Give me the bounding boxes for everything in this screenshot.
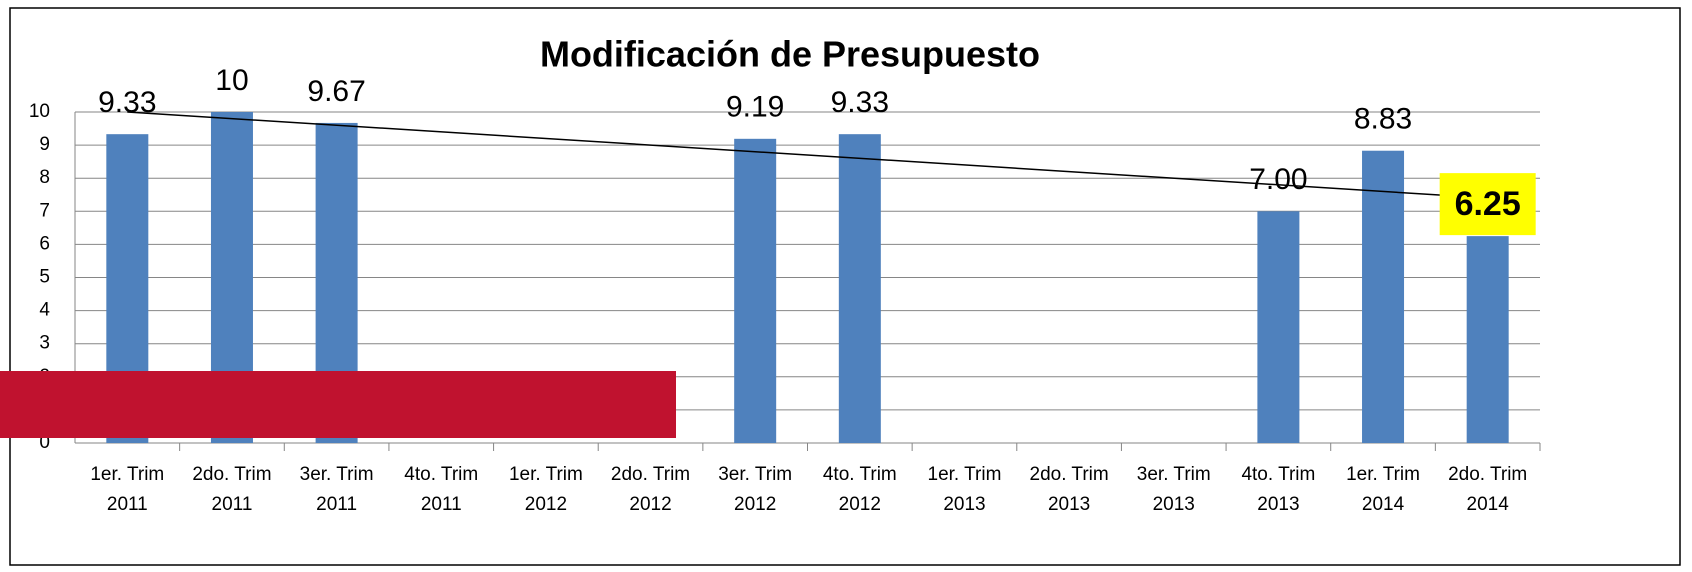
- x-tick-label: 2012: [734, 494, 776, 515]
- trendline: [127, 111, 1488, 199]
- y-tick-label: 6: [39, 233, 50, 254]
- value-label: 9.33: [98, 86, 156, 119]
- x-tick-label: 2011: [421, 494, 462, 515]
- overlay-block: [0, 371, 676, 438]
- x-tick-label: 2do. Trim: [1030, 464, 1109, 485]
- bar: [1466, 236, 1509, 443]
- x-tick-label: 2013: [943, 494, 985, 515]
- x-tick-label: 2014: [1467, 494, 1510, 515]
- bar: [734, 138, 777, 443]
- x-tick-label: 2013: [1153, 494, 1195, 515]
- x-tick-label: 2013: [1257, 494, 1299, 515]
- x-tick-label: 4to. Trim: [1241, 464, 1315, 485]
- y-tick-label: 7: [39, 200, 50, 221]
- x-tick-label: 1er. Trim: [1346, 464, 1420, 485]
- x-tick-label: 2014: [1362, 494, 1405, 515]
- value-label: 8.83: [1354, 103, 1412, 136]
- x-tick-label: 2012: [629, 494, 671, 515]
- highlight-box: [1439, 173, 1536, 236]
- x-tick-label: 2011: [212, 494, 253, 515]
- x-tick-label: 2013: [1048, 494, 1090, 515]
- x-tick-label: 2do. Trim: [192, 464, 271, 485]
- y-tick-label: 0: [39, 432, 50, 453]
- x-tick-label: 3er. Trim: [718, 464, 792, 485]
- x-tick-label: 2011: [107, 494, 148, 515]
- x-tick-label: 1er. Trim: [509, 464, 583, 485]
- x-tick-label: 4to. Trim: [404, 464, 478, 485]
- y-tick-label: 3: [39, 333, 50, 354]
- y-tick-label: 8: [39, 167, 50, 188]
- chart-title: Modificación de Presupuesto: [540, 34, 1040, 75]
- value-label: 10: [215, 64, 248, 97]
- bar: [838, 134, 881, 443]
- value-label: 9.19: [726, 91, 784, 124]
- x-tick-label: 2011: [316, 494, 357, 515]
- value-label: 9.33: [831, 86, 889, 119]
- x-tick-label: 2012: [839, 494, 881, 515]
- y-tick-label: 5: [39, 267, 50, 288]
- y-tick-label: 10: [29, 101, 50, 122]
- x-tick-label: 3er. Trim: [300, 464, 374, 485]
- bar: [1257, 211, 1300, 443]
- x-tick-label: 2do. Trim: [1448, 464, 1527, 485]
- x-tick-label: 1er. Trim: [928, 464, 1002, 485]
- y-tick-label: 9: [39, 134, 50, 155]
- value-label: 6.25: [1455, 185, 1521, 223]
- x-tick-label: 4to. Trim: [823, 464, 897, 485]
- bar: [1362, 150, 1405, 444]
- x-tick-label: 1er. Trim: [90, 464, 164, 485]
- x-tick-label: 3er. Trim: [1137, 464, 1211, 485]
- y-tick-label: 4: [39, 300, 50, 321]
- value-label: 7.00: [1249, 163, 1307, 196]
- value-label: 9.67: [307, 75, 365, 108]
- x-tick-label: 2do. Trim: [611, 464, 690, 485]
- x-tick-label: 2012: [525, 494, 567, 515]
